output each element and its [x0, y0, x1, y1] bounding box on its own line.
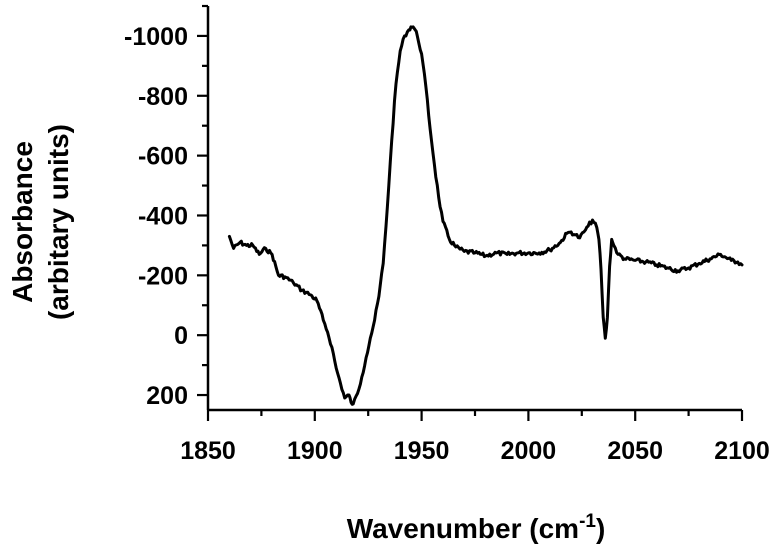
x-axis-title-tail: ) — [596, 513, 605, 544]
y-ticks: 200 0 -200 -400 -600 -800 -1000 — [124, 4, 208, 410]
x-axis-title-superscript: -1 — [579, 511, 596, 532]
x-ticks: 1850 1900 1950 2000 2050 2100 — [180, 410, 770, 465]
y-axis-title-line2: (arbitary units) — [43, 124, 74, 320]
y-tick-label: 200 — [146, 382, 188, 410]
axes — [206, 6, 742, 412]
y-tick-label: -1000 — [124, 23, 188, 51]
y-axis-title-line1: Absorbance — [7, 141, 38, 303]
x-axis-title-main: Wavenumber (cm — [347, 513, 579, 544]
y-tick-label: -200 — [138, 262, 188, 290]
x-tick-label: 1850 — [180, 437, 236, 465]
x-axis-title: Wavenumber (cm-1) — [347, 511, 606, 544]
x-tick-label: 1900 — [287, 437, 343, 465]
y-tick-label: 0 — [174, 322, 188, 350]
x-tick-label: 1950 — [394, 437, 450, 465]
y-tick-label: -400 — [138, 202, 188, 230]
plot-area — [227, 25, 744, 406]
spectrum-line — [227, 25, 744, 406]
x-tick-label: 2100 — [714, 437, 770, 465]
y-tick-label: -600 — [138, 143, 188, 171]
x-tick-label: 2000 — [501, 437, 557, 465]
x-tick-label: 2050 — [607, 437, 663, 465]
y-tick-label: -800 — [138, 83, 188, 111]
